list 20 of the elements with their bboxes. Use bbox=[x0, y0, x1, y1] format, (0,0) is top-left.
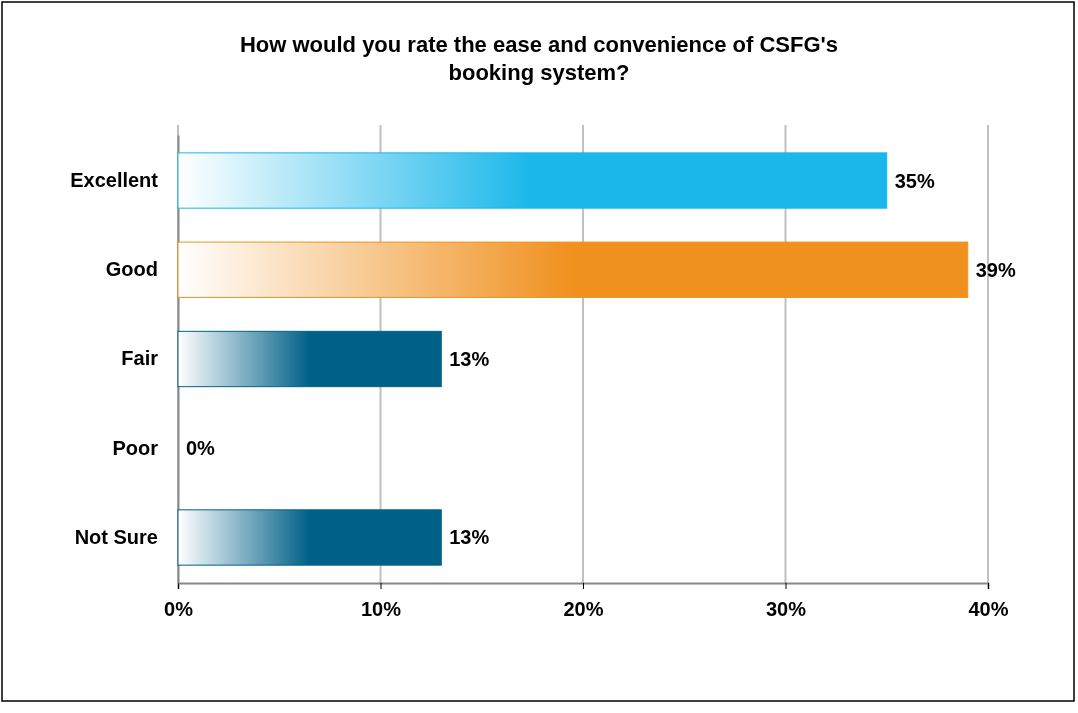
data-label: 13% bbox=[449, 526, 490, 549]
x-tick-label: 40% bbox=[968, 598, 1009, 620]
bar bbox=[177, 509, 442, 566]
y-tick-label: Excellent bbox=[70, 168, 159, 191]
data-label: 39% bbox=[975, 258, 1016, 281]
bar bbox=[177, 330, 442, 388]
chart-title: How would you rate the ease and convenience of CSFG's booking system? bbox=[239, 32, 839, 85]
y-tick-label: Not Sure bbox=[74, 525, 158, 548]
data-label: 0% bbox=[186, 437, 216, 460]
x-tick-label: 20% bbox=[563, 598, 604, 620]
data-label: 13% bbox=[449, 348, 490, 370]
y-tick-label: Fair bbox=[121, 347, 159, 370]
x-tick-label: 30% bbox=[765, 598, 807, 620]
x-tick-label: 0% bbox=[164, 598, 194, 620]
y-tick-label: Poor bbox=[112, 436, 159, 459]
x-tick-label: 10% bbox=[360, 598, 402, 620]
bar bbox=[177, 152, 888, 209]
bar bbox=[177, 241, 969, 298]
data-label: 35% bbox=[894, 169, 935, 192]
y-tick-label: Good bbox=[105, 258, 158, 281]
